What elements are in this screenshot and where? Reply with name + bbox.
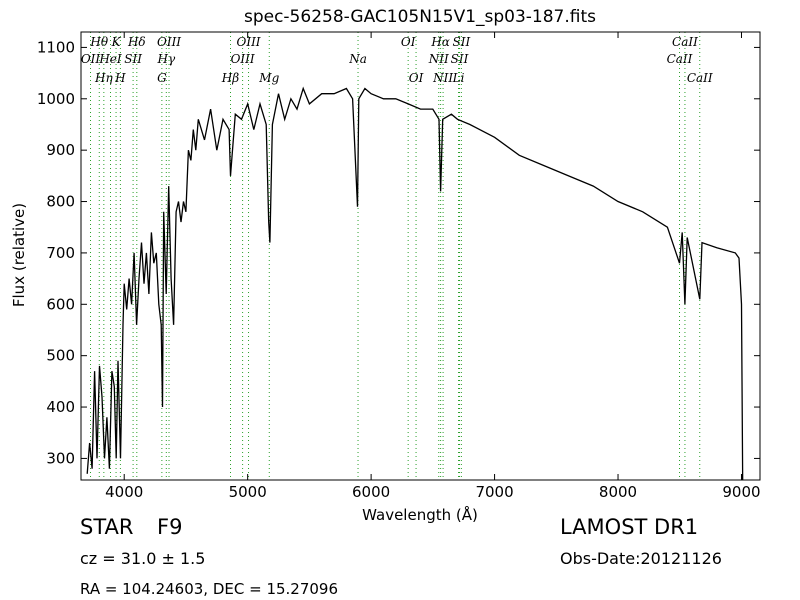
y-tick-label: 1000 [37,90,75,108]
spectral-line-label: Mg [258,71,279,85]
spectral-line-label: K [111,35,122,49]
spectral-line-label: Hθ [89,35,108,49]
x-tick-label: 4000 [105,483,143,501]
spectral-line-label: OIII [231,52,255,66]
y-tick-label: 900 [46,141,75,159]
spectral-line-label: CaII [672,35,698,49]
survey: LAMOST DR1 [560,515,698,539]
x-tick-label: 5000 [229,483,267,501]
y-tick-label: 500 [46,347,75,365]
y-tick-label: 1100 [37,38,75,56]
spectral-line-label: CaII [687,71,713,85]
redshift: cz = 31.0 ± 1.5 [80,549,205,568]
spectral-line-label: Hα [430,35,450,49]
plot-frame [80,31,761,481]
coordinates: RA = 104.24603, DEC = 15.27096 [80,580,338,598]
spectral-line-label: OIII [157,35,181,49]
spectral-line-label: NII [428,52,449,66]
object-class: STAR [80,515,133,539]
spectral-line-label: Li [452,71,465,85]
spectral-line-label: Na [348,52,367,66]
y-tick-label: 600 [46,295,75,313]
y-tick-label: 300 [46,449,75,467]
x-axis-label: Wavelength (Å) [362,505,478,524]
y-tick-label: 400 [46,398,75,416]
x-tick-label: 8000 [599,483,637,501]
x-tick-label: 9000 [722,483,760,501]
spectral-line-label: Hη [94,71,113,85]
spectral-line-label: HeI [98,52,122,66]
spectral-line-label: SII [124,52,142,66]
spectral-line-label: Hδ [127,35,146,49]
spectral-line-label: SII [451,52,469,66]
spectral-line-label: NII [432,71,453,85]
spectral-line-label: CaII [667,52,693,66]
x-tick-label: 6000 [352,483,390,501]
y-axis-label: Flux (relative) [10,203,28,307]
spectral-line-label: H [114,71,126,85]
spectral-line-label: OIII [236,35,260,49]
spectral-line-label: Hβ [221,71,239,85]
spectrum-line [86,86,744,480]
plot-area [86,86,744,480]
y-tick-label: 700 [46,244,75,262]
spectral-line-label: SII [453,35,471,49]
spectral-line-label: OII [81,52,101,66]
chart-title: spec-56258-GAC105N15V1_sp03-187.fits [244,7,596,27]
spectral-line-label: OI [409,71,424,85]
object-subclass: F9 [157,515,182,539]
spectral-line-label: Hγ [156,52,175,66]
obs-date: Obs-Date:20121126 [560,549,722,568]
y-tick-label: 800 [46,193,75,211]
spectral-line-label: G [157,71,167,85]
x-tick-label: 7000 [475,483,513,501]
spectral-line-label: OI [401,35,416,49]
